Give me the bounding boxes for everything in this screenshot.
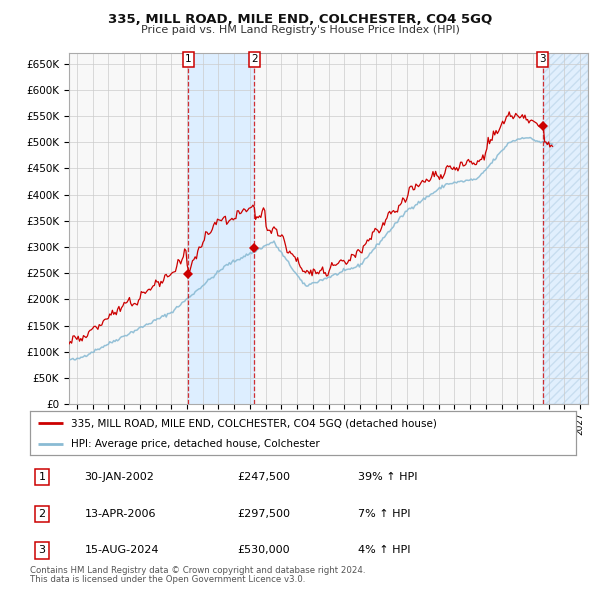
Text: 335, MILL ROAD, MILE END, COLCHESTER, CO4 5GQ: 335, MILL ROAD, MILE END, COLCHESTER, CO… — [108, 13, 492, 26]
Text: This data is licensed under the Open Government Licence v3.0.: This data is licensed under the Open Gov… — [30, 575, 305, 584]
Text: 15-AUG-2024: 15-AUG-2024 — [85, 546, 159, 555]
Text: Price paid vs. HM Land Registry's House Price Index (HPI): Price paid vs. HM Land Registry's House … — [140, 25, 460, 35]
Text: 3: 3 — [38, 546, 46, 555]
Text: £297,500: £297,500 — [238, 509, 290, 519]
Text: 13-APR-2006: 13-APR-2006 — [85, 509, 156, 519]
Text: 2: 2 — [251, 54, 257, 64]
Text: £247,500: £247,500 — [238, 473, 290, 482]
Text: 1: 1 — [185, 54, 191, 64]
Text: 30-JAN-2002: 30-JAN-2002 — [85, 473, 154, 482]
Text: 4% ↑ HPI: 4% ↑ HPI — [358, 546, 410, 555]
Text: 335, MILL ROAD, MILE END, COLCHESTER, CO4 5GQ (detached house): 335, MILL ROAD, MILE END, COLCHESTER, CO… — [71, 418, 437, 428]
Text: 2: 2 — [38, 509, 46, 519]
Text: 3: 3 — [539, 54, 546, 64]
Bar — [543, 53, 588, 404]
Text: HPI: Average price, detached house, Colchester: HPI: Average price, detached house, Colc… — [71, 440, 320, 450]
Bar — [543, 53, 588, 404]
Text: 1: 1 — [38, 473, 46, 482]
Text: 39% ↑ HPI: 39% ↑ HPI — [358, 473, 417, 482]
Text: 7% ↑ HPI: 7% ↑ HPI — [358, 509, 410, 519]
Bar — [188, 53, 254, 404]
Text: £530,000: £530,000 — [238, 546, 290, 555]
Text: Contains HM Land Registry data © Crown copyright and database right 2024.: Contains HM Land Registry data © Crown c… — [30, 566, 365, 575]
